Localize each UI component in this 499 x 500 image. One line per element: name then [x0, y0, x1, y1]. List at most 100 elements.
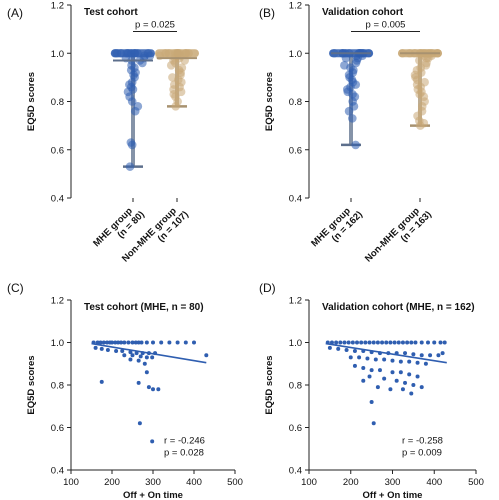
data-point: [344, 347, 349, 352]
data-point: [344, 106, 354, 116]
panel-label: (D): [259, 281, 276, 295]
data-point: [375, 385, 380, 390]
data-point: [428, 353, 433, 358]
y-tick-label: 1.2: [51, 296, 64, 307]
x-tick-label: 300: [385, 477, 401, 488]
panel-title: Validation cohort: [322, 7, 404, 18]
point-cluster-top: [111, 49, 155, 58]
panel-title: Test cohort (MHE, n = 80): [84, 302, 204, 313]
data-point: [136, 358, 141, 363]
data-point: [419, 340, 424, 345]
data-point: [93, 345, 98, 350]
data-point: [369, 400, 374, 404]
stat-text: r = -0.258: [402, 435, 443, 446]
data-point: [130, 353, 135, 358]
data-point: [192, 340, 196, 345]
data-point: [167, 340, 172, 345]
data-point: [171, 102, 180, 111]
data-point: [136, 380, 141, 385]
data-point: [409, 391, 414, 396]
data-point: [359, 340, 364, 345]
data-point: [342, 340, 347, 345]
y-tick-label: 1.0: [51, 338, 64, 349]
data-point: [327, 345, 332, 350]
y-tick-label: 0.8: [51, 97, 64, 108]
x-tick-label: 200: [343, 477, 359, 488]
data-point: [440, 351, 445, 356]
data-point: [411, 383, 416, 387]
data-point: [166, 61, 176, 70]
panel-label: (A): [7, 6, 23, 20]
y-axis-label: EQ5D scores: [26, 355, 37, 414]
data-point: [361, 378, 366, 383]
data-point: [139, 340, 144, 345]
data-point: [407, 359, 412, 364]
panel-a: (A) 0.4 0.6 0.8 1.0 1.2 EQ5D scores Test cohort…: [7, 1, 199, 264]
data-point: [114, 349, 119, 353]
y-tick-label: 1.0: [51, 49, 64, 60]
data-point: [407, 372, 412, 377]
data-point: [442, 340, 447, 345]
data-point: [137, 421, 142, 426]
data-point: [351, 58, 361, 68]
data-point: [369, 368, 374, 373]
data-point: [122, 340, 127, 345]
data-point: [146, 385, 151, 390]
data-point: [151, 340, 155, 345]
data-point: [204, 353, 209, 358]
data-point: [346, 340, 351, 345]
y-tick-label: 0.4: [51, 194, 64, 205]
y-tick-label: 0.6: [51, 423, 64, 434]
y-tick-label: 1.2: [289, 296, 302, 307]
data-point: [403, 380, 408, 385]
data-point: [98, 340, 103, 345]
data-point: [336, 346, 341, 351]
data-point: [136, 340, 141, 345]
data-point: [144, 355, 149, 360]
data-point: [377, 368, 382, 373]
data-point: [151, 387, 155, 392]
data-point: [348, 114, 357, 123]
data-point: [373, 357, 378, 362]
y-tick-label: 0.8: [51, 381, 64, 392]
data-point: [367, 340, 372, 345]
data-point: [416, 121, 425, 130]
data-point: [156, 387, 161, 392]
panel-title: Validation cohort (MHE, n = 162): [322, 302, 475, 313]
data-point: [126, 340, 131, 345]
x-category-label: MHE group(n = 162): [309, 201, 365, 257]
data-point: [384, 340, 389, 345]
data-point: [396, 340, 401, 345]
data-point: [380, 340, 385, 345]
data-point: [99, 379, 104, 384]
data-point: [357, 355, 362, 360]
data-point: [363, 340, 368, 345]
data-point: [130, 340, 135, 345]
y-tick-label: 1.2: [51, 1, 64, 12]
data-point: [388, 387, 393, 392]
stat-text: p = 0.009: [402, 447, 442, 458]
data-point: [409, 340, 414, 345]
data-point: [176, 87, 186, 97]
data-point: [105, 340, 110, 345]
data-point: [411, 352, 416, 357]
data-point: [95, 340, 100, 345]
data-point: [125, 162, 135, 171]
x-axis-label: Off + On time: [123, 490, 183, 500]
data-point: [432, 340, 437, 345]
y-tick-label: 0.4: [289, 466, 302, 477]
data-point: [425, 340, 430, 345]
data-point: [400, 387, 405, 392]
point-cluster-top: [155, 49, 199, 58]
data-point: [128, 350, 133, 355]
data-point: [419, 353, 424, 358]
data-point: [142, 361, 147, 366]
data-point: [116, 340, 121, 345]
data-point: [183, 340, 188, 345]
trend-line: [325, 342, 447, 364]
data-point: [398, 370, 403, 375]
y-tick-label: 0.8: [289, 381, 302, 392]
y-tick-label: 1.0: [289, 338, 302, 349]
data-point: [400, 340, 405, 345]
